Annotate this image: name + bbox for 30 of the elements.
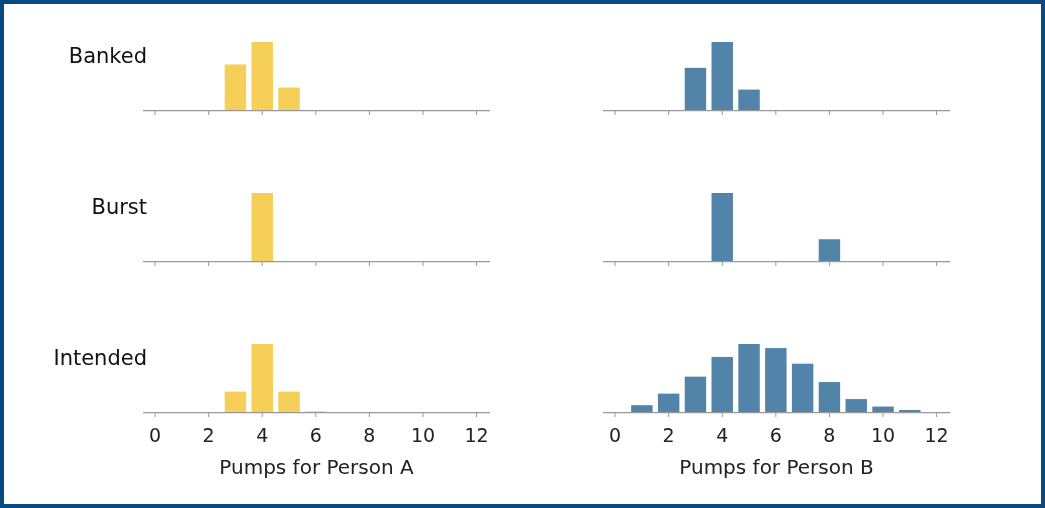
bar: [738, 344, 760, 412]
x-axis-title: Pumps for Person B: [679, 455, 874, 479]
bar: [711, 356, 733, 412]
bar: [845, 399, 867, 412]
x-tick-label: 10: [410, 424, 436, 446]
bar: [631, 405, 653, 412]
bar: [765, 348, 787, 412]
x-tick-label: 10: [870, 424, 896, 446]
bar: [791, 363, 814, 412]
x-tick-label: 6: [769, 424, 782, 446]
x-tick-label: 4: [256, 424, 269, 446]
x-tick-label: 12: [924, 424, 949, 446]
bar: [657, 393, 680, 412]
x-axis-title: Pumps for Person A: [219, 455, 415, 479]
x-tick-label: 2: [202, 424, 215, 446]
x-tick-label: 4: [716, 424, 729, 446]
bar: [684, 376, 707, 412]
bar: [899, 409, 921, 412]
y-axis-title: Banked: [68, 44, 147, 68]
y-axis-title: Burst: [91, 195, 147, 219]
x-tick-label: 0: [609, 424, 622, 446]
x-tick-label: 8: [363, 424, 376, 446]
x-tick-label: 8: [823, 424, 836, 446]
bar: [872, 406, 894, 412]
x-tick-label: 0: [149, 424, 162, 446]
bar: [818, 382, 841, 412]
x-tick-label: 6: [309, 424, 322, 446]
x-tick-label: 12: [464, 424, 489, 446]
y-axis-title: Intended: [53, 346, 147, 370]
x-tick-label: 2: [662, 424, 675, 446]
